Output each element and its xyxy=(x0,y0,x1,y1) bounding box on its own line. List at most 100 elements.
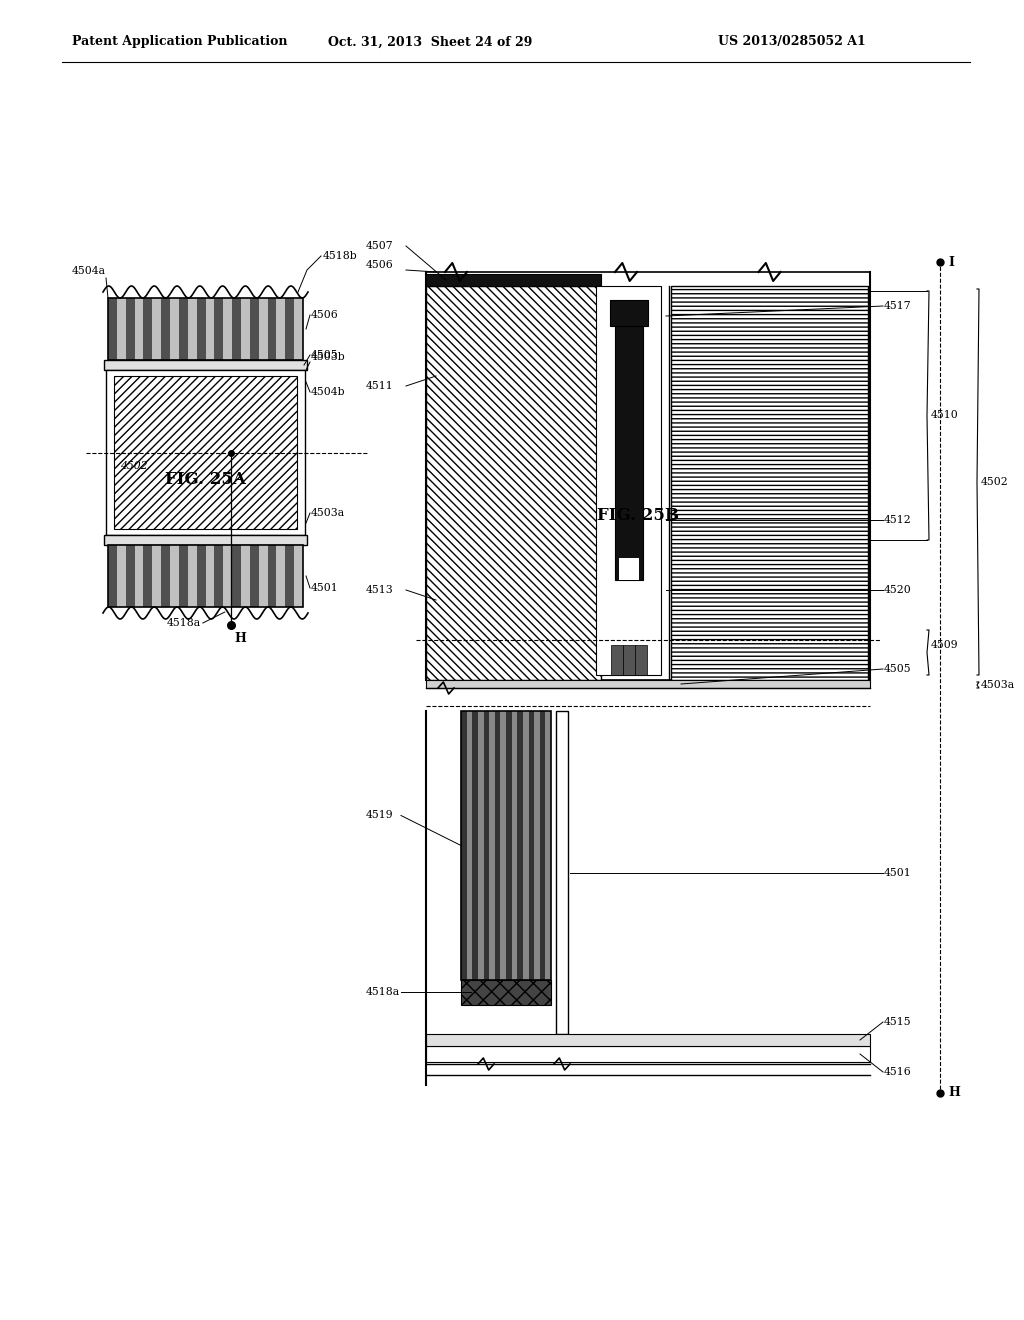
Text: 4503b: 4503b xyxy=(311,352,346,362)
Text: H: H xyxy=(234,632,247,645)
Bar xyxy=(506,711,512,979)
Bar xyxy=(108,545,303,607)
Bar xyxy=(241,545,250,607)
Text: 4510: 4510 xyxy=(931,411,958,421)
Bar xyxy=(512,711,517,979)
Text: 4513: 4513 xyxy=(366,585,394,595)
Text: Patent Application Publication: Patent Application Publication xyxy=(72,36,288,49)
Bar xyxy=(426,1034,870,1045)
Bar xyxy=(528,711,535,979)
Text: 4501: 4501 xyxy=(311,583,339,593)
Text: 4504a: 4504a xyxy=(72,267,106,276)
Bar xyxy=(610,645,623,675)
Text: 4506: 4506 xyxy=(366,260,394,271)
Text: 4505: 4505 xyxy=(311,350,339,360)
Bar xyxy=(540,711,546,979)
Text: 4516: 4516 xyxy=(884,1067,911,1077)
Text: 4502: 4502 xyxy=(981,477,1009,487)
Bar xyxy=(609,300,647,326)
Bar xyxy=(117,545,126,607)
Bar xyxy=(108,298,117,360)
Text: I: I xyxy=(948,256,954,268)
Bar xyxy=(161,545,170,607)
Bar xyxy=(489,711,495,979)
Bar xyxy=(223,298,232,360)
Bar xyxy=(635,645,646,675)
Bar xyxy=(461,711,467,979)
Bar xyxy=(294,545,303,607)
Bar xyxy=(143,298,153,360)
Bar xyxy=(108,298,303,360)
Bar xyxy=(618,558,639,579)
Bar xyxy=(426,680,870,688)
Bar xyxy=(232,545,241,607)
Bar xyxy=(294,298,303,360)
Text: US 2013/0285052 A1: US 2013/0285052 A1 xyxy=(718,36,865,49)
Bar xyxy=(596,286,662,675)
Bar xyxy=(126,545,134,607)
Bar xyxy=(197,545,206,607)
Bar xyxy=(426,275,601,286)
Bar xyxy=(197,298,206,360)
Bar xyxy=(267,545,276,607)
Text: 4505: 4505 xyxy=(884,664,911,675)
Bar xyxy=(108,545,117,607)
Bar xyxy=(556,711,568,1034)
Bar xyxy=(523,711,528,979)
Bar xyxy=(214,545,223,607)
Bar xyxy=(187,545,197,607)
Bar xyxy=(214,298,223,360)
Bar xyxy=(467,711,472,979)
Bar xyxy=(153,545,161,607)
Text: 4501: 4501 xyxy=(884,867,911,878)
Text: 4503a: 4503a xyxy=(981,680,1015,690)
Text: 4507: 4507 xyxy=(366,242,393,251)
Text: 4517: 4517 xyxy=(884,301,911,312)
Bar xyxy=(187,298,197,360)
Text: 4518b: 4518b xyxy=(323,251,357,261)
Bar xyxy=(501,711,506,979)
Text: 4519: 4519 xyxy=(366,810,393,821)
Bar xyxy=(170,545,179,607)
Bar xyxy=(472,711,478,979)
Bar xyxy=(104,535,307,545)
Bar xyxy=(259,298,267,360)
Bar xyxy=(153,298,161,360)
Text: 4506: 4506 xyxy=(311,310,339,319)
Bar xyxy=(426,286,601,680)
Bar xyxy=(206,545,214,607)
Text: 4518a: 4518a xyxy=(167,618,201,628)
Bar xyxy=(104,360,307,370)
Bar xyxy=(206,298,214,360)
Text: 4515: 4515 xyxy=(884,1016,911,1027)
Text: 4512: 4512 xyxy=(884,515,911,525)
Text: 4504b: 4504b xyxy=(311,387,346,397)
Bar xyxy=(143,545,153,607)
Bar xyxy=(117,298,126,360)
Text: FIG. 25B: FIG. 25B xyxy=(597,507,679,524)
Bar xyxy=(267,298,276,360)
Bar xyxy=(286,298,294,360)
Bar xyxy=(134,545,143,607)
Bar xyxy=(250,545,259,607)
Bar xyxy=(232,298,241,360)
Bar xyxy=(614,326,642,579)
Bar xyxy=(517,711,523,979)
Text: 4503a: 4503a xyxy=(311,508,345,517)
Bar xyxy=(535,711,540,979)
Text: 4509: 4509 xyxy=(931,639,958,649)
Bar xyxy=(179,545,187,607)
Bar xyxy=(114,376,297,529)
Bar xyxy=(286,545,294,607)
Bar xyxy=(250,298,259,360)
Bar xyxy=(495,711,501,979)
Text: H: H xyxy=(948,1086,959,1100)
Bar xyxy=(259,545,267,607)
Bar xyxy=(623,645,635,675)
Bar xyxy=(671,286,868,680)
Bar xyxy=(170,298,179,360)
Bar xyxy=(461,711,551,979)
Bar xyxy=(478,711,483,979)
Bar xyxy=(241,298,250,360)
Bar xyxy=(179,298,187,360)
